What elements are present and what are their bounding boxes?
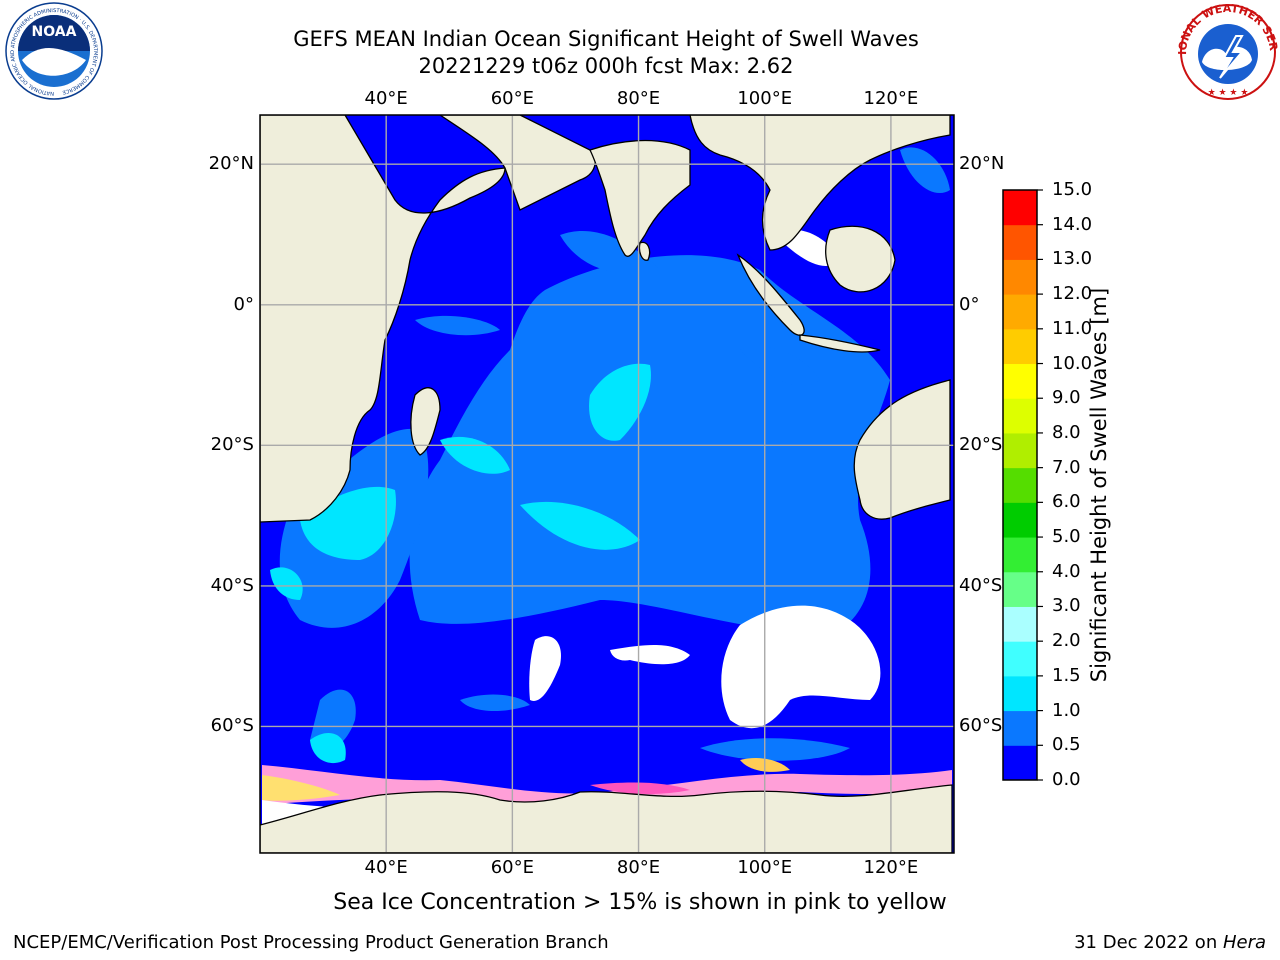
colorbar-segment — [1003, 224, 1037, 260]
swell-band-1.0-1.5 — [270, 363, 651, 764]
lon-label-bottom: 100°E — [737, 857, 793, 878]
colorbar-segment — [1003, 606, 1037, 642]
chart-title: GEFS MEAN Indian Ocean Significant Heigh… — [293, 27, 919, 51]
lat-label-right: 60°S — [959, 715, 1003, 737]
colorbar-tick-label: 0.0 — [1052, 769, 1081, 790]
colorbar-segment — [1003, 328, 1037, 365]
lat-label-right: 0° — [959, 293, 980, 315]
colorbar-segment — [1003, 502, 1037, 538]
colorbar-segment — [1003, 363, 1037, 399]
colorbar-tick-label: 10.0 — [1052, 352, 1093, 374]
colorbar-label: Significant Height of Swell Waves [m] — [1087, 287, 1111, 683]
colorbar-tick-label: 2.0 — [1052, 630, 1081, 652]
colorbar-tick-label: 8.0 — [1052, 421, 1081, 443]
lon-label-top: 120°E — [863, 88, 919, 109]
lat-label-left: 0° — [233, 293, 254, 315]
colorbar-segment — [1003, 537, 1037, 573]
lat-label-right: 20°N — [959, 153, 1005, 175]
lat-label-right: 20°S — [959, 434, 1003, 456]
colorbar-segment — [1003, 294, 1037, 330]
colorbar-tick-label: 1.5 — [1052, 664, 1081, 686]
colorbar-tick-label: 12.0 — [1052, 283, 1093, 305]
colorbar-segment — [1003, 190, 1037, 226]
lat-label-left: 20°S — [210, 434, 254, 456]
colorbar-tick-label: 6.0 — [1052, 491, 1081, 513]
svg-text:★ ★ ★ ★: ★ ★ ★ ★ — [1208, 88, 1249, 98]
colorbar-segment — [1003, 745, 1037, 781]
footer-date-text: 31 Dec 2022 on — [1074, 932, 1223, 953]
map-frame — [259, 114, 955, 854]
footer-date: 31 Dec 2022 on Hera — [1074, 932, 1266, 953]
colorbar-tick-label: 7.0 — [1052, 456, 1081, 478]
colorbar-tick-label: 4.0 — [1052, 560, 1081, 582]
lon-label-top: 80°E — [616, 88, 661, 109]
lon-label-bottom: 60°E — [490, 857, 534, 878]
chart-subtitle: 20221229 t06z 000h fcst Max: 2.62 — [418, 54, 794, 78]
colorbar-segment — [1003, 432, 1037, 469]
colorbar-segment — [1003, 641, 1037, 677]
colorbar-segment — [1003, 675, 1037, 712]
lon-label-top: 100°E — [737, 88, 793, 109]
colorbar-segment — [1003, 398, 1037, 434]
noaa-logo: NOAA NATIONAL OCEANIC AND ATMOSPHERIC AD… — [5, 2, 103, 100]
colorbar-tick-label: 3.0 — [1052, 595, 1081, 617]
colorbar-tick-label: 14.0 — [1052, 213, 1093, 235]
swell-band-0.5-1.0 — [279, 147, 950, 761]
noaa-logo-text: NOAA — [32, 24, 77, 40]
lat-label-left: 60°S — [210, 715, 254, 737]
colorbar-tick-label: 13.0 — [1052, 248, 1093, 270]
lon-label-bottom: 80°E — [616, 857, 661, 878]
colorbar-tick-label: 1.0 — [1052, 699, 1081, 721]
colorbar-tick-label: 0.5 — [1052, 734, 1081, 756]
colorbar-segment — [1003, 571, 1037, 607]
colorbar-segment — [1003, 467, 1037, 503]
nws-logo: NATIONAL WEATHER SERVICE ★ ★ ★ ★ — [1178, 2, 1278, 100]
land-masses — [260, 115, 953, 853]
lat-label-left: 20°N — [208, 153, 254, 175]
colorbar — [1002, 189, 1043, 781]
lon-label-top: 40°E — [364, 88, 408, 109]
lat-label-left: 40°S — [210, 574, 254, 596]
colorbar-tick-label: 15.0 — [1052, 179, 1093, 200]
lon-label-bottom: 40°E — [364, 857, 408, 878]
map-gridlines — [260, 115, 954, 853]
sea-ice-caption: Sea Ice Concentration > 15% is shown in … — [333, 890, 947, 915]
footer-machine: Hera — [1222, 932, 1266, 953]
colorbar-segment — [1003, 710, 1037, 746]
colorbar-frame — [1002, 189, 1038, 781]
lon-label-bottom: 120°E — [863, 857, 919, 878]
colorbar-segment — [1003, 259, 1037, 295]
lon-label-top: 60°E — [490, 88, 534, 109]
colorbar-tick-label: 9.0 — [1052, 387, 1081, 409]
colorbar-tick-label: 5.0 — [1052, 526, 1081, 548]
colorbar-tick-label: 11.0 — [1052, 317, 1093, 339]
footer-credit: NCEP/EMC/Verification Post Processing Pr… — [13, 932, 609, 953]
lat-label-right: 40°S — [959, 574, 1003, 596]
